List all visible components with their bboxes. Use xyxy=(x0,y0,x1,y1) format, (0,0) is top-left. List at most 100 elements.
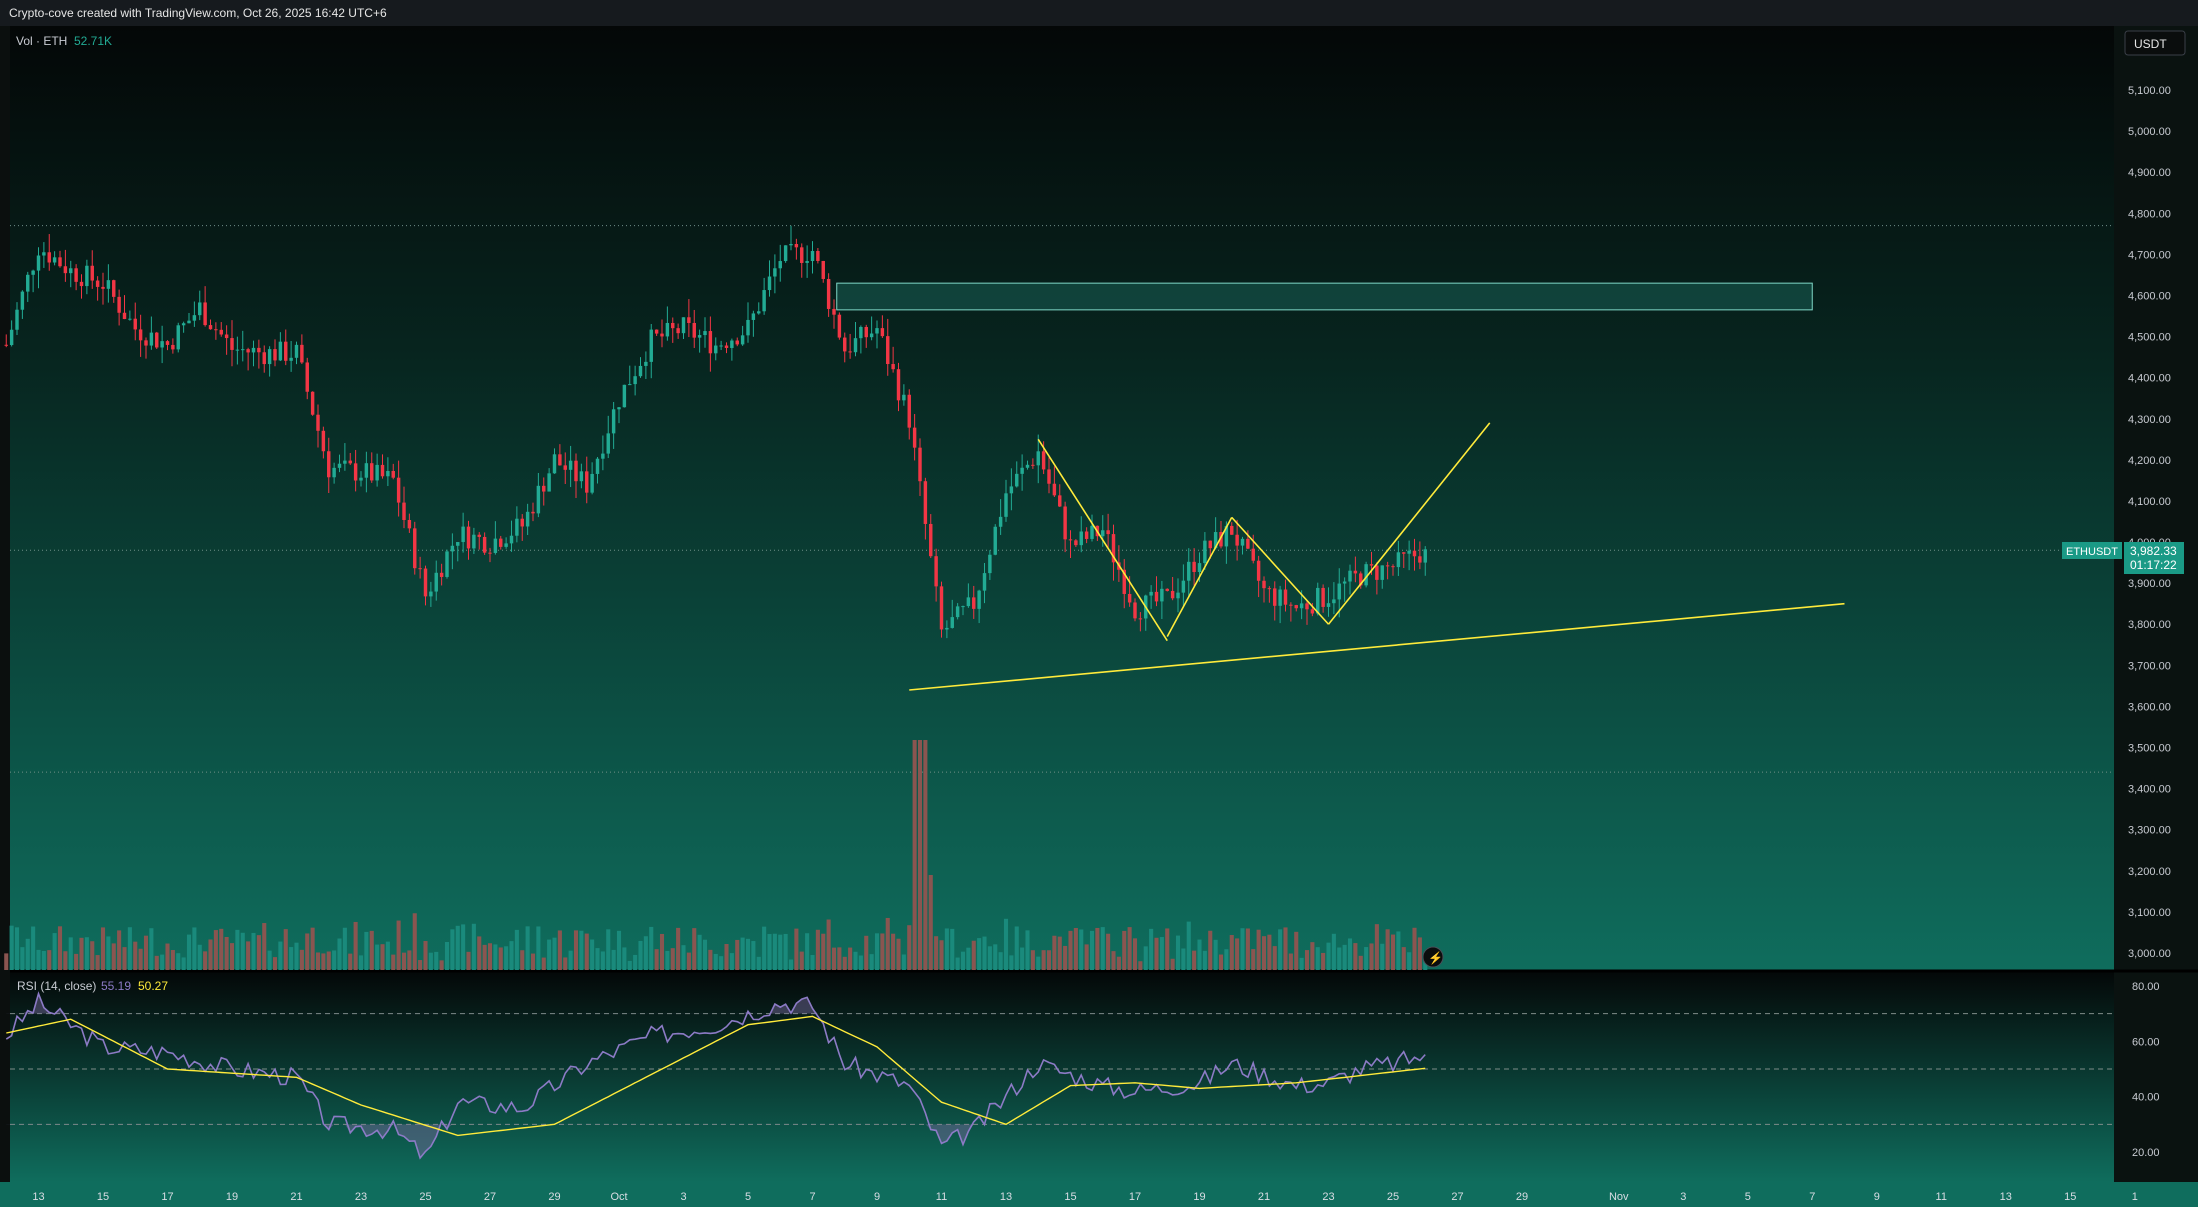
candlestick-series xyxy=(4,225,1427,639)
candle-body xyxy=(1423,549,1427,563)
volume-bar xyxy=(407,950,412,970)
volume-bar xyxy=(332,950,337,970)
volume-bar xyxy=(455,925,460,970)
volume-bar xyxy=(1020,947,1025,970)
volume-bar xyxy=(1412,927,1417,970)
volume-bar xyxy=(213,930,218,970)
candle-body xyxy=(869,333,874,338)
candle-body xyxy=(375,464,379,481)
volume-bar xyxy=(869,954,874,970)
candle-body xyxy=(1090,525,1094,539)
candle-body xyxy=(1074,540,1078,546)
trendlines[interactable] xyxy=(909,422,1845,691)
candle-body xyxy=(907,394,911,428)
currency-button[interactable]: USDT xyxy=(2124,30,2186,56)
candle-body xyxy=(1262,580,1266,589)
trendline[interactable] xyxy=(1231,516,1330,625)
volume-bar xyxy=(719,956,724,970)
volume-bar xyxy=(1272,946,1277,970)
candle-body xyxy=(353,463,358,481)
volume-bar xyxy=(584,933,589,970)
volume-bar xyxy=(1261,936,1267,970)
volume-bar xyxy=(622,947,627,970)
volume-bar xyxy=(1046,950,1052,970)
candle-body xyxy=(466,526,471,549)
candle-body xyxy=(542,485,546,492)
replay-icon[interactable]: ⚡ xyxy=(1422,946,1444,968)
resistance-zone[interactable] xyxy=(836,282,1813,311)
volume-bar xyxy=(267,950,272,970)
candle-body xyxy=(617,407,621,410)
rsi-ma-legend-value: 50.27 xyxy=(138,979,168,993)
time-tick-label: 15 xyxy=(2064,1191,2076,1203)
candle-body xyxy=(1299,603,1304,609)
candle-body xyxy=(1111,534,1116,563)
candle-body xyxy=(1230,525,1234,535)
candle-body xyxy=(697,335,702,338)
volume-bar xyxy=(697,934,702,970)
volume-bar xyxy=(1229,935,1234,970)
volume-legend-label: Vol · ETH xyxy=(16,34,67,48)
time-axis-background xyxy=(0,1182,2198,1207)
volume-bar xyxy=(143,935,149,970)
volume-bar xyxy=(579,930,584,970)
volume-bar xyxy=(509,941,514,970)
price-tick-label: 3,500.00 xyxy=(2128,743,2171,755)
volume-bar xyxy=(197,944,202,970)
price-axis[interactable]: 5,100.00 5,000.00 4,900.00 4,800.00 4,700.00… xyxy=(2128,85,2171,960)
candle-body xyxy=(1412,550,1417,557)
trendline[interactable] xyxy=(1166,517,1233,637)
candle-body xyxy=(1165,588,1169,591)
trading-chart[interactable]: 5,100.00 5,000.00 4,900.00 4,800.00 4,700.00… xyxy=(0,26,2198,1207)
candle-body xyxy=(176,325,180,350)
volume-bar xyxy=(423,941,428,970)
candle-body xyxy=(929,523,933,557)
volume-bar xyxy=(1417,937,1422,970)
volume-bar xyxy=(950,928,955,970)
volume-bar xyxy=(1073,928,1078,970)
symbol-label: ETHUSDT xyxy=(2066,546,2118,558)
volume-bar xyxy=(702,939,708,970)
volume-bar xyxy=(262,923,267,970)
candle-body xyxy=(1036,451,1040,466)
time-tick-label: 5 xyxy=(745,1191,751,1203)
trendline[interactable] xyxy=(1327,422,1491,625)
volume-bar xyxy=(1127,927,1132,970)
volume-bar xyxy=(1192,950,1197,970)
volume-bar xyxy=(1283,927,1288,970)
candle-body xyxy=(934,556,938,587)
candle-body xyxy=(1133,602,1137,619)
candle-body xyxy=(63,266,68,274)
candle-body xyxy=(832,308,836,315)
volume-bar xyxy=(154,955,159,970)
time-tick-label: 15 xyxy=(1064,1191,1076,1203)
volume-bar xyxy=(848,947,853,970)
candle-body xyxy=(579,471,584,482)
time-tick-label: 21 xyxy=(1258,1191,1270,1203)
candle-body xyxy=(187,320,191,324)
volume-bar xyxy=(391,954,396,970)
candle-body xyxy=(923,481,928,524)
trendline[interactable] xyxy=(1037,438,1168,642)
volume-bar xyxy=(514,929,519,970)
candle-body xyxy=(26,274,30,292)
candle-body xyxy=(665,322,670,337)
volume-bar xyxy=(1337,947,1342,970)
candle-body xyxy=(122,312,127,320)
volume-bar xyxy=(1106,933,1111,970)
candle-body xyxy=(821,260,825,279)
price-tick-label: 3,000.00 xyxy=(2128,948,2171,960)
time-axis[interactable]: 13 15 17 19 21 23 25 27 29 Oct 3 5 7 9 11 13 15 17 19 21 23 2… xyxy=(32,1191,2137,1203)
candle-body xyxy=(681,317,686,334)
candle-body xyxy=(789,243,793,246)
candle-body xyxy=(1305,603,1309,610)
candle-body xyxy=(348,460,352,464)
candle-body xyxy=(757,311,761,314)
trendline[interactable] xyxy=(909,602,1845,691)
candle-body xyxy=(262,352,266,365)
volume-bar xyxy=(450,929,455,970)
volume-bar xyxy=(310,927,315,970)
candle-body xyxy=(708,331,713,354)
candle-body xyxy=(724,345,729,348)
volume-histogram xyxy=(4,740,1428,970)
